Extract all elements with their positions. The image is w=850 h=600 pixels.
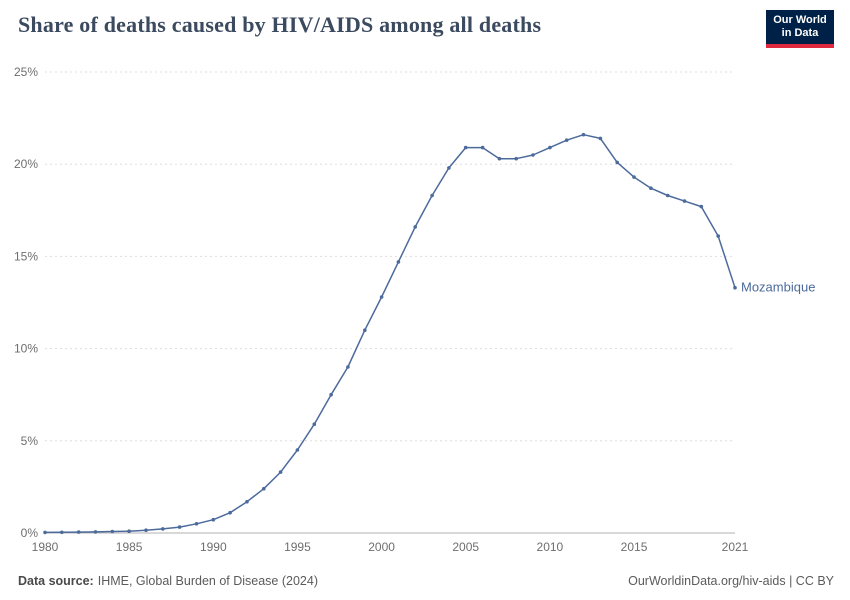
data-point: [245, 499, 249, 504]
data-source-value: IHME, Global Burden of Disease (2024): [97, 574, 318, 588]
x-tick-label: 1985: [116, 540, 143, 554]
x-tick-label: 2005: [452, 540, 479, 554]
data-point: [682, 199, 687, 203]
x-tick-label: 1980: [32, 540, 59, 554]
data-point: [194, 522, 199, 526]
data-point: [278, 470, 283, 474]
x-tick-label: 2000: [368, 540, 395, 554]
data-point: [531, 153, 535, 157]
data-point: [363, 328, 367, 333]
y-tick-label: 25%: [14, 65, 38, 79]
y-tick-label: 15%: [14, 249, 38, 263]
series-line: [44, 133, 736, 534]
data-point: [733, 285, 737, 290]
data-point: [699, 204, 704, 209]
y-tick-label: 5%: [21, 434, 39, 448]
data-point: [93, 530, 98, 534]
y-tick-label: 10%: [14, 342, 38, 356]
data-point: [514, 156, 518, 161]
data-point: [211, 517, 216, 522]
data-point: [665, 193, 670, 198]
logo-line2: in Data: [781, 27, 819, 39]
data-point: [581, 132, 586, 137]
y-tick-label: 20%: [14, 157, 38, 171]
data-point: [161, 527, 165, 531]
data-point: [497, 156, 502, 161]
data-point: [413, 225, 418, 229]
data-source-label: Data source:: [18, 574, 94, 588]
data-point: [295, 448, 300, 452]
data-point: [463, 145, 468, 150]
data-point: [329, 392, 333, 397]
data-point: [144, 528, 148, 532]
data-point: [447, 166, 451, 170]
data-point: [346, 365, 350, 369]
line-chart: 0% 5% 10% 15% 20% 25% 1980 1985 1990 1995 2000 2005…: [14, 65, 815, 554]
chart-footer: Data source: IHME, Global Burden of Dise…: [18, 574, 834, 588]
data-point: [312, 422, 317, 427]
credit-line: OurWorldinData.org/hiv-aids | CC BY: [628, 574, 834, 588]
x-tick-label: 2021: [722, 540, 749, 554]
data-point: [598, 136, 603, 141]
x-tick-label: 2015: [621, 540, 648, 554]
series-end-label: Mozambique: [741, 280, 815, 295]
data-point: [632, 175, 636, 179]
data-point: [60, 530, 64, 535]
data-point: [127, 529, 131, 533]
data-point: [110, 529, 115, 534]
page-title: Share of deaths caused by HIV/AIDS among…: [18, 12, 542, 37]
data-point: [379, 295, 384, 299]
y-tick-label: 0%: [21, 526, 39, 540]
data-point: [716, 234, 720, 238]
x-tick-label: 2010: [537, 540, 564, 554]
data-point: [43, 530, 47, 535]
data-point: [262, 486, 266, 491]
data-point: [564, 138, 569, 142]
data-point: [615, 160, 619, 165]
data-point: [430, 193, 434, 198]
owid-logo: Our World in Data: [766, 10, 834, 48]
data-point: [76, 530, 81, 534]
data-point: [480, 145, 485, 150]
data-point: [177, 525, 182, 529]
data-point: [548, 145, 552, 150]
logo-line1: Our World: [773, 14, 827, 27]
data-point: [228, 510, 232, 515]
x-tick-label: 1995: [284, 540, 311, 554]
x-tick-label: 1990: [200, 540, 227, 554]
data-point: [649, 186, 653, 190]
data-source: Data source: IHME, Global Burden of Dise…: [18, 574, 318, 588]
data-point: [396, 260, 401, 264]
